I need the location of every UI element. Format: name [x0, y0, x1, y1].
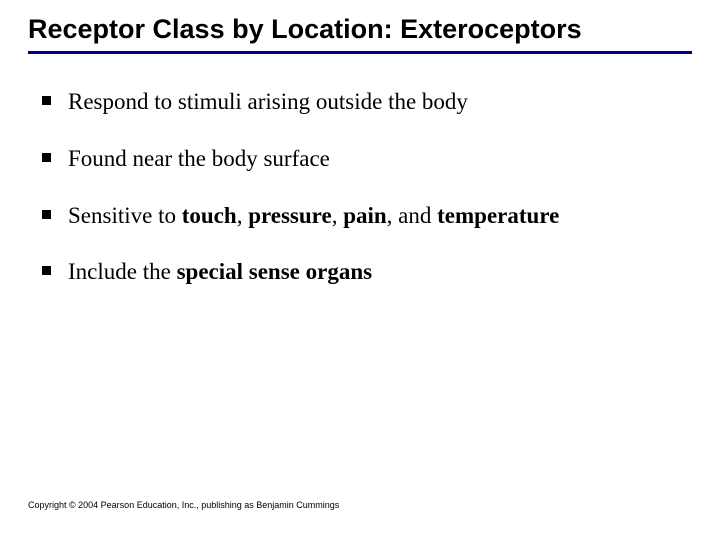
copyright-footer: Copyright © 2004 Pearson Education, Inc.…	[28, 500, 339, 510]
bullet-item: Sensitive to touch, pressure, pain, and …	[42, 202, 692, 231]
bullet-text-segment: Found near the body surface	[68, 146, 330, 171]
slide: Receptor Class by Location: Exteroceptor…	[0, 0, 720, 540]
bullet-text-segment: pain	[343, 203, 386, 228]
bullet-item: Include the special sense organs	[42, 258, 692, 287]
bullet-text-segment: , and	[387, 203, 437, 228]
bullet-text-segment: pressure	[248, 203, 332, 228]
bullet-text-segment: Include the	[68, 259, 177, 284]
slide-title: Receptor Class by Location: Exteroceptor…	[28, 14, 692, 54]
bullet-item: Found near the body surface	[42, 145, 692, 174]
bullet-text-segment: Sensitive to	[68, 203, 182, 228]
bullet-text-segment: special sense organs	[177, 259, 373, 284]
bullet-list: Respond to stimuli arising outside the b…	[28, 88, 692, 287]
bullet-text-segment: Respond to stimuli arising outside the b…	[68, 89, 468, 114]
bullet-item: Respond to stimuli arising outside the b…	[42, 88, 692, 117]
bullet-text-segment: temperature	[437, 203, 559, 228]
bullet-text-segment: touch	[182, 203, 237, 228]
bullet-text-segment: ,	[237, 203, 249, 228]
bullet-text-segment: ,	[332, 203, 344, 228]
